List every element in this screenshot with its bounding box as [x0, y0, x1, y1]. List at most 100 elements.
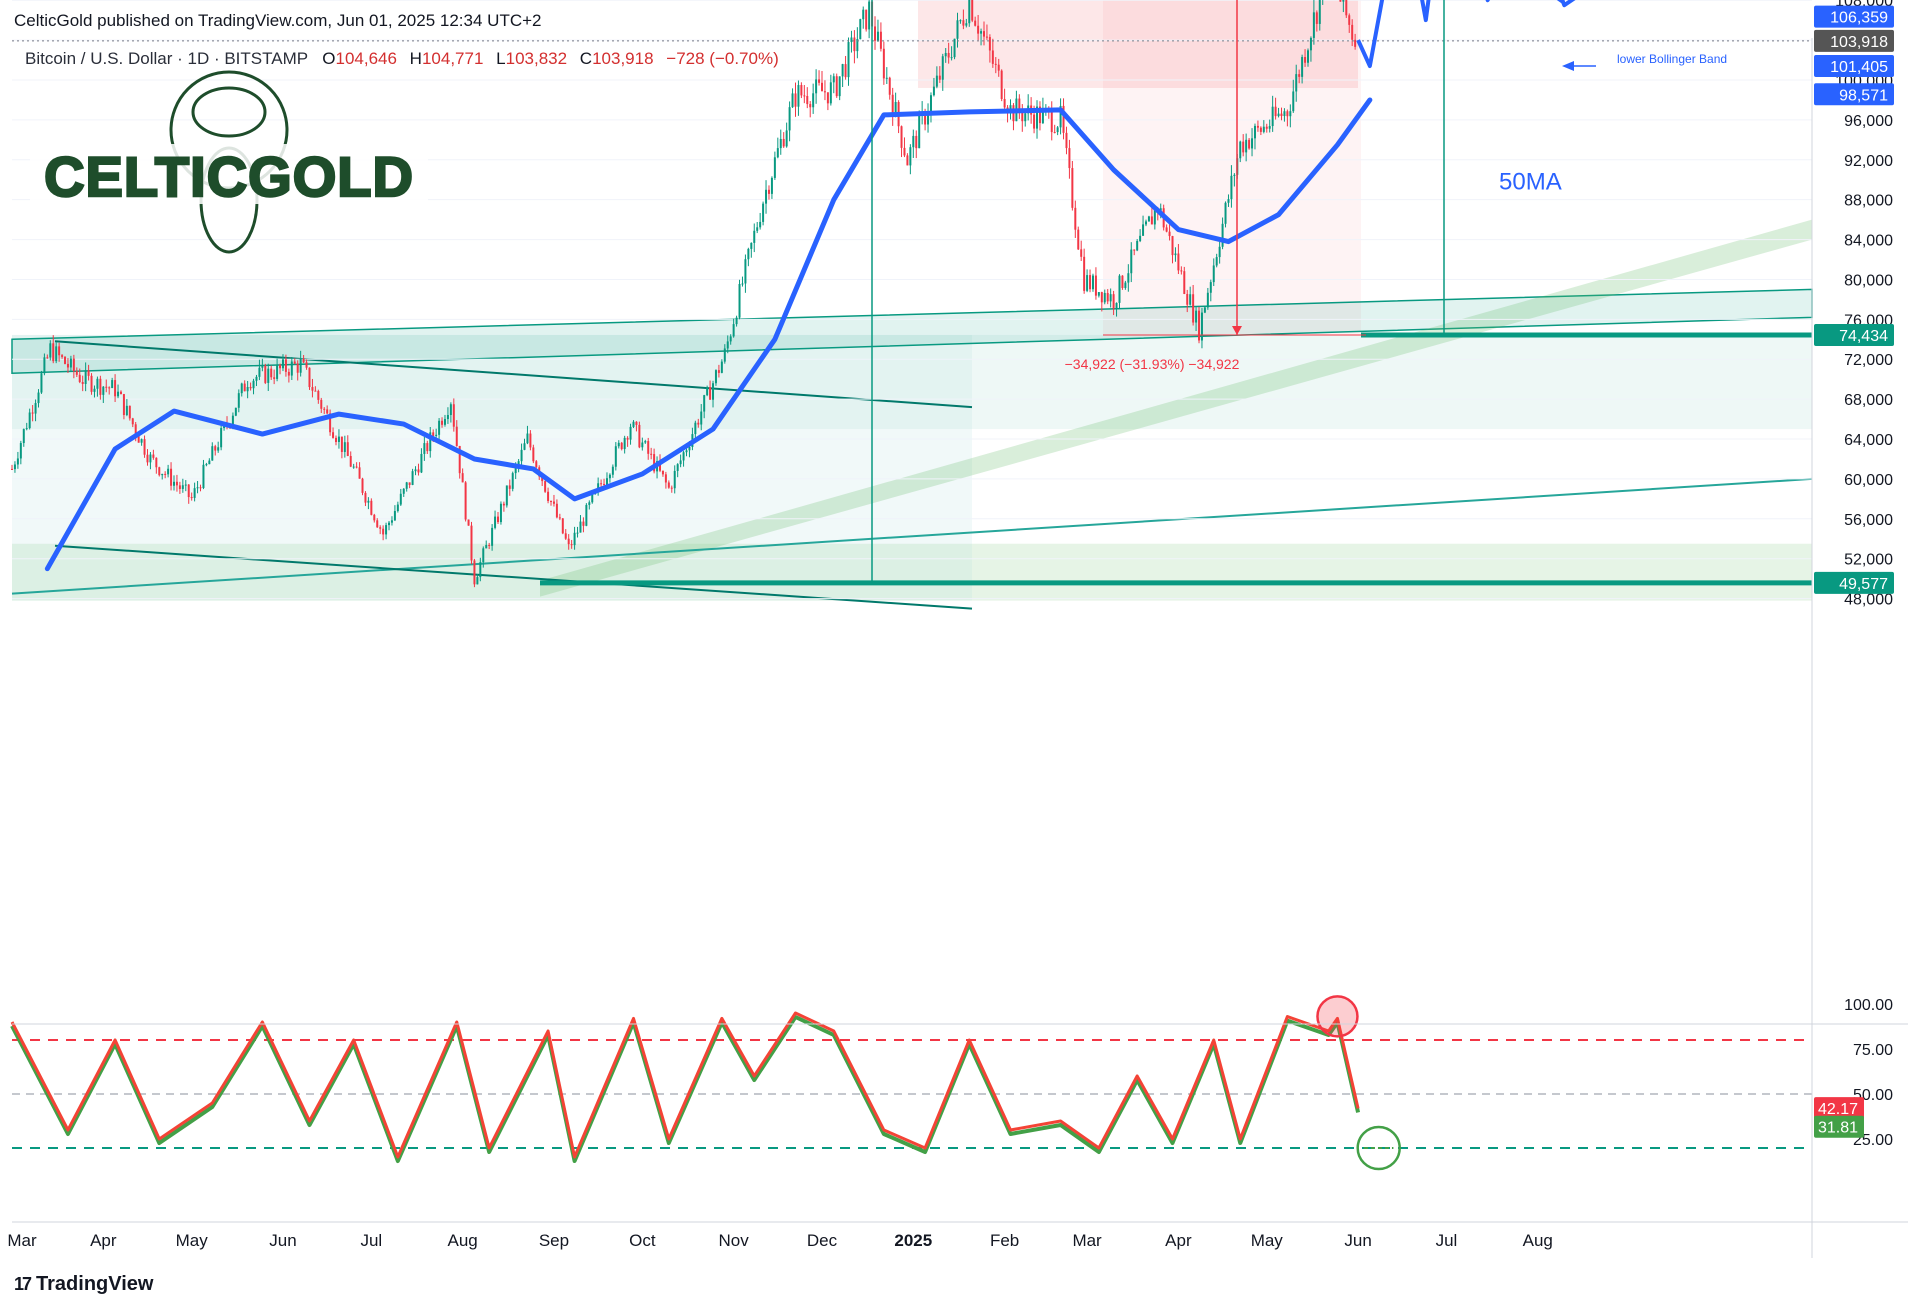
candle-body [1186, 293, 1189, 305]
candle-body [364, 492, 367, 503]
candle-body [199, 487, 202, 489]
candle-body [122, 394, 125, 416]
candle-body [473, 560, 476, 585]
candle-body [767, 189, 770, 194]
tradingview-brand[interactable]: 17 TradingView [14, 1273, 153, 1296]
candle-body [723, 348, 726, 362]
time-tick-4: Jul [360, 1231, 382, 1250]
candle-body [809, 104, 812, 108]
price-badge-text-4: 101,405 [1830, 59, 1888, 76]
support-zone-low [12, 543, 1812, 601]
candle-body [1239, 141, 1242, 159]
candle-body [1112, 294, 1115, 309]
candle-body [134, 424, 137, 436]
candle-body [650, 453, 653, 455]
candle-body [152, 454, 155, 458]
tradingview-label: TradingView [36, 1273, 154, 1295]
candle-body [1062, 105, 1065, 133]
candle-body [482, 548, 485, 563]
candle-body [1153, 208, 1156, 225]
time-tick-7: Oct [629, 1231, 656, 1250]
candle-body [332, 432, 335, 438]
candle-body [1021, 112, 1024, 122]
candle-body [797, 85, 800, 107]
candle-body [1345, 0, 1348, 16]
candle-body [467, 519, 470, 526]
candle-body [1253, 125, 1256, 139]
candle-body [903, 147, 906, 156]
candle-body [605, 478, 608, 485]
candle-body [237, 393, 240, 408]
candle-body [712, 383, 715, 400]
range-zone [12, 334, 972, 601]
candle-body [709, 387, 712, 400]
candle-body [279, 364, 282, 369]
overbought-circle [1316, 995, 1359, 1038]
candle-body [891, 94, 894, 117]
candle-body [932, 86, 935, 96]
candle-body [217, 447, 220, 451]
candle-body [382, 528, 385, 535]
candle-body [1265, 126, 1268, 129]
candle-body [1206, 292, 1209, 308]
candle-body [1295, 74, 1298, 92]
price-badge-text-6: 74,434 [1839, 328, 1888, 345]
overlay-layer: 59,779 (120.58%) 59,779−34,922 (−31.93%)… [12, 0, 1812, 586]
candle-body [779, 138, 782, 149]
candle-body [505, 485, 508, 506]
candle-body [335, 437, 337, 442]
candle-body [420, 453, 423, 473]
candle-body [1003, 99, 1006, 108]
candle-body [600, 483, 603, 485]
candle-body [706, 387, 709, 396]
candle-body [977, 25, 980, 34]
bollinger-arrow-head [1562, 61, 1574, 72]
candle-body [1277, 113, 1280, 117]
candle-body [352, 466, 355, 468]
candle-body [782, 138, 785, 147]
stoch-badge-text-1: 31.81 [1818, 1120, 1858, 1137]
candle-body [443, 419, 446, 425]
candle-body [1145, 221, 1147, 225]
candle-body [980, 31, 983, 34]
candle-body [385, 525, 388, 535]
candle-body [667, 482, 670, 488]
uptrend-line [540, 219, 1812, 597]
candle-body [202, 464, 205, 489]
stoch-tick-1: 75.00 [1853, 1042, 1893, 1059]
candle-body [90, 375, 93, 392]
candle-body [785, 130, 788, 147]
candle-body [835, 76, 838, 97]
candle-body [417, 469, 420, 473]
candle-body [853, 37, 856, 52]
candle-body [735, 317, 738, 325]
candle-body [823, 91, 826, 93]
candle-body [34, 403, 37, 414]
channel-top [54, 340, 973, 409]
candle-body [373, 514, 376, 521]
candle-body [402, 488, 405, 494]
candle-body [423, 443, 426, 454]
high-value: 104,771 [421, 49, 484, 68]
price-badge-text-7: 49,577 [1839, 576, 1888, 593]
candle-body [184, 484, 187, 486]
candle-body [688, 446, 691, 451]
candle-body [1198, 310, 1201, 341]
symbol-legend: Bitcoin / U.S. Dollar · 1D · BITSTAMP O1… [25, 49, 779, 69]
candle-body [149, 454, 152, 463]
candle-body [476, 577, 479, 585]
candle-body [859, 19, 862, 40]
candle-body [99, 378, 102, 395]
candle-body [685, 450, 688, 453]
candle-body [703, 395, 706, 412]
candle-body [1304, 57, 1307, 63]
candle-body [1000, 70, 1003, 100]
candle-body [1189, 294, 1192, 305]
candle-body [81, 382, 84, 384]
candle-body [944, 52, 947, 57]
candle-body [653, 454, 656, 472]
candle-body [588, 502, 591, 505]
candle-body [1089, 275, 1092, 290]
candle-body [16, 458, 19, 465]
